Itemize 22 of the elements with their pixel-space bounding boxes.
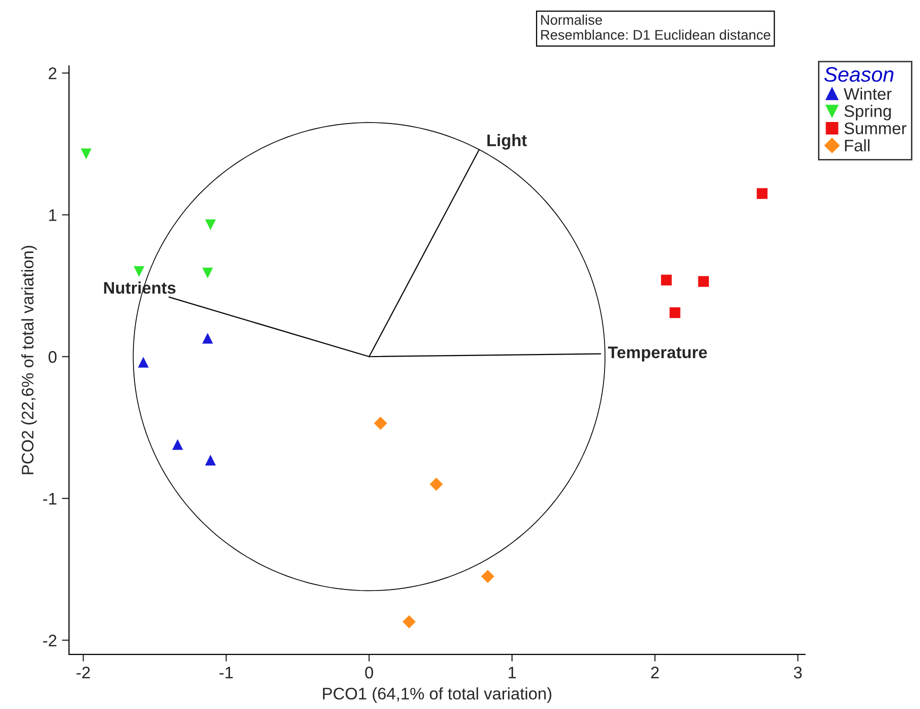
legend-label: Spring: [844, 104, 891, 120]
legend-label: Summer: [844, 122, 906, 134]
legend-title: Season: [824, 67, 894, 82]
y-tick-label: 1: [49, 209, 56, 221]
y-tick-label: -2: [43, 634, 56, 646]
series-label: Temperature: [608, 346, 707, 362]
legend-label: Fall: [845, 139, 870, 152]
x-tick-label: 1: [508, 666, 516, 678]
text: Resemblance: D1 Euclidean distance: [541, 30, 770, 40]
text: Normalise: [541, 14, 602, 25]
y-tick-label: 2: [48, 67, 56, 80]
x-tick-label: -1: [220, 666, 233, 678]
y-tick-label: -1: [43, 493, 56, 504]
y-tick-label: 0: [48, 351, 57, 363]
series-label: Light: [487, 134, 527, 150]
legend-label: Winter: [844, 88, 892, 100]
x-tick-label: -2: [76, 666, 90, 678]
x-tick-label: 0: [365, 666, 374, 678]
x-tick-label: 2: [651, 666, 659, 678]
y-axis-title: PCO2 (22,6% of total variation): [21, 246, 37, 474]
x-axis-title: PCO1 (64,1% of total variation): [323, 687, 552, 703]
x-tick-label: 3: [794, 666, 802, 678]
